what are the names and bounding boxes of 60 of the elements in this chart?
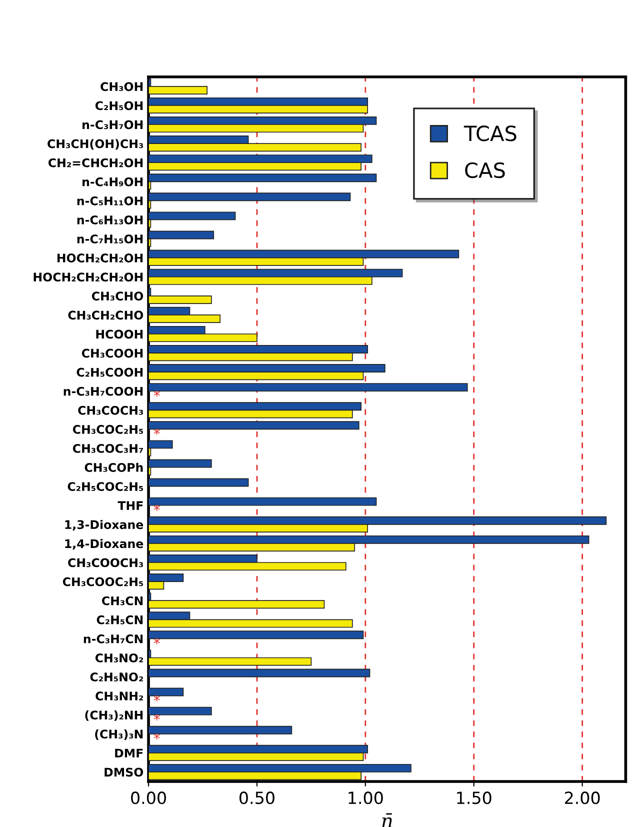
bar [148,706,212,716]
y-tick-label: CH₃COCH₃ [78,406,144,415]
y-tick-label: CH₃OH [100,82,143,92]
y-tick-label: C₂H₅COOH [76,368,143,377]
y-tick-label: HOCH₂CH₂OH [57,254,143,262]
y-tick-label: n-C₇H₁₅OH [77,234,143,244]
x-tick-label: 2.00 [564,792,600,804]
y-tick-label: n-C₄H₉OH [82,177,143,186]
y-tick-label: CH₃COOCH₃ [68,558,144,568]
y-tick-label: n-C₆H₁₃OH [77,215,143,224]
bar [148,726,292,734]
y-tick-label: CH₃COC₂H₅ [72,424,144,434]
annotation: * [154,714,160,720]
y-tick-label: THF [118,501,143,510]
x-tick-label: 1.00 [348,792,383,804]
y-tick-label: C₂H₅CN [96,615,143,624]
annotation: * [154,695,160,702]
annotation: * [154,428,160,435]
x-tick-label: 0.50 [240,792,274,804]
y-tick-label: CH₃COC₃H₇ [72,444,143,453]
bar [148,688,184,696]
legend-label: TCAS [464,126,516,142]
y-tick-label: (CH₃)₂NH [85,710,143,721]
y-tick-label: n-C₃H₇OH [82,120,143,130]
annotation: * [154,733,160,740]
bar [148,421,360,430]
y-tick-label: 1,3-Dioxane [65,520,144,531]
bar [148,383,468,392]
y-tick-label: CH₃COPh [84,462,143,472]
y-tick-label: CH₃CN [102,596,143,606]
x-tick-label: 0.00 [131,792,166,804]
y-tick-label: HOCH₂CH₂CH₂OH [34,272,143,282]
y-tick-label: CH₃CHO [92,292,144,301]
bar [148,668,370,678]
y-tick-label: n-C₃H₇CN [84,634,143,644]
y-tick-label: 1,4-Dioxane [65,538,144,550]
annotation: * [154,504,160,511]
y-tick-label: CH₃CH₂CHO [68,310,144,320]
bar [148,478,249,487]
bar [148,497,377,506]
annotation: * [154,638,160,644]
y-tick-label: CH₂=CHCH₂OH [48,158,143,168]
y-tick-label: DMSO [104,768,144,777]
y-tick-label: CH₃COOC₂H₅ [62,577,144,586]
x-tick-label: 1.50 [457,792,492,804]
y-tick-label: C₂H₅COC₂H₅ [68,482,144,491]
y-tick-label: CH₃NH₂ [96,692,143,700]
y-tick-label: n-C₃H₇COOH [64,386,143,396]
y-tick-label: DMF [115,748,143,758]
y-tick-label: CH₃NO₂ [95,653,143,662]
bar [148,630,364,640]
y-tick-label: n-C₅H₁₁OH [77,196,143,206]
legend-label: CAS [465,162,505,178]
y-tick-label: CH₃COOH [82,348,143,358]
y-tick-label: C₂H₅OH [95,101,143,110]
y-tick-label: (CH₃)₃N [95,729,143,740]
y-tick-label: HCOOH [96,330,143,339]
y-tick-label: C₂H₅NO₂ [90,672,143,682]
annotation: * [154,390,160,397]
y-tick-label: CH₃CH(OH)CH₃ [48,139,144,150]
